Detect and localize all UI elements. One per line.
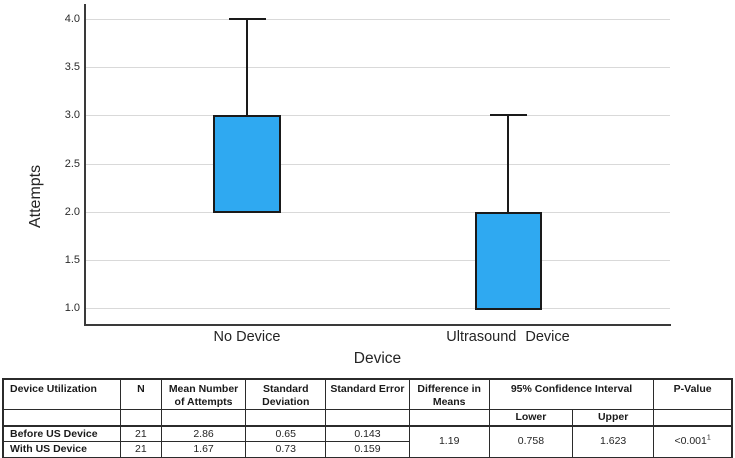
- y-tick-label: 1.0: [64, 302, 80, 314]
- sub-header-upper: Upper: [572, 409, 655, 427]
- table-row-before-us-device: Before US Device 21 2.86 0.65 0.143 1.19…: [2, 425, 733, 458]
- cell-difference-in-means: 1.19: [408, 425, 490, 458]
- table-header-row-1: Device Utilization N Mean Number of Atte…: [2, 378, 733, 410]
- gridline-2.0: [85, 212, 670, 213]
- x-category-no-device: No Device: [213, 329, 281, 345]
- box-no-device: [213, 115, 281, 213]
- y-tick-label: 3.0: [64, 109, 80, 121]
- col-header-n: N: [119, 378, 162, 410]
- cell-ci-lower: 0.758: [488, 425, 574, 458]
- gridline-3.0: [85, 115, 670, 116]
- cell-se: 0.159: [325, 441, 410, 458]
- y-tick-label: 4.0: [64, 13, 80, 25]
- col-header-difference-in-means: Difference in Means: [408, 378, 490, 410]
- whisker-cap-ultrasound-device: [490, 114, 527, 116]
- gridline-3.5: [85, 67, 670, 68]
- y-tick-label: 2.5: [64, 158, 80, 170]
- cell-se: 0.143: [325, 425, 410, 442]
- empty-cell: [325, 409, 410, 427]
- table-header-row-2: Lower Upper: [2, 409, 733, 427]
- gridline-4.0: [85, 19, 670, 20]
- cell-mean: 1.67: [160, 441, 247, 458]
- gridline-2.5: [85, 164, 670, 165]
- col-header-p-value: P-Value: [653, 378, 733, 410]
- x-axis-line: [84, 324, 671, 326]
- empty-cell: [653, 409, 733, 427]
- cell-p-value: <0.0011: [653, 425, 733, 458]
- row-label: With US Device: [2, 441, 121, 458]
- y-tick-label: 3.5: [64, 61, 80, 73]
- y-tick-label: 1.5: [64, 254, 80, 266]
- statistics-table: Device Utilization N Mean Number of Atte…: [2, 378, 733, 458]
- row-label: Before US Device: [2, 425, 121, 442]
- cell-n: 21: [119, 441, 162, 458]
- empty-cell: [245, 409, 327, 427]
- boxplot-chart: 4.0 3.5 3.0 2.5 2.0 1.5 1.0 Attempts No …: [27, 4, 671, 367]
- table-row-with-us-device: With US Device 21 1.67 0.73 0.159: [2, 441, 732, 458]
- cell-mean: 2.86: [160, 425, 247, 442]
- y-tick-label: 2.0: [64, 206, 80, 218]
- gridline-1.5: [85, 260, 670, 261]
- cell-sd: 0.73: [245, 441, 327, 458]
- col-header-standard-deviation: Standard Deviation: [245, 378, 327, 410]
- x-axis-title: Device: [353, 350, 402, 367]
- sub-header-lower: Lower: [488, 409, 574, 427]
- empty-cell: [119, 409, 162, 427]
- empty-cell: [408, 409, 490, 427]
- cell-ci-upper: 1.623: [572, 425, 655, 458]
- box-ultrasound-device: [475, 212, 542, 310]
- whisker-ultrasound-device: [507, 115, 509, 212]
- col-header-mean-attempts: Mean Number of Attempts: [160, 378, 247, 410]
- whisker-cap-no-device: [229, 18, 266, 20]
- cell-sd: 0.65: [245, 425, 327, 442]
- y-axis-line: [84, 4, 86, 325]
- cell-n: 21: [119, 425, 162, 442]
- gridline-1.0: [85, 308, 670, 309]
- p-value-footnote-marker: 1: [706, 434, 711, 442]
- col-header-standard-error: Standard Error: [325, 378, 410, 410]
- empty-cell: [160, 409, 247, 427]
- whisker-no-device: [246, 19, 248, 115]
- col-header-device-utilization: Device Utilization: [2, 378, 121, 410]
- x-category-ultrasound-device: Ultrasound Device: [446, 329, 570, 345]
- empty-cell: [2, 409, 121, 427]
- col-header-confidence-interval: 95% Confidence Interval: [488, 378, 655, 410]
